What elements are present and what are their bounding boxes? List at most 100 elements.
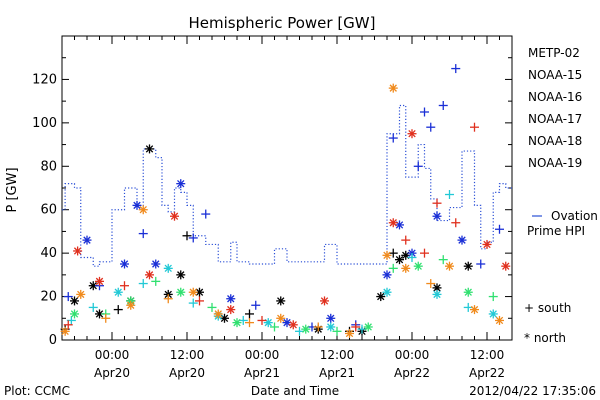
data-point: [163, 294, 173, 304]
data-point: [188, 287, 198, 297]
data-point: [101, 313, 111, 323]
data-point: [301, 324, 311, 334]
x-tick-time: 12:00: [170, 348, 205, 362]
legend-entry: METP-02: [528, 46, 580, 60]
data-point: [357, 324, 367, 334]
data-point: [238, 315, 248, 325]
data-point: [363, 322, 373, 332]
data-point: [432, 198, 442, 208]
data-point: [201, 209, 211, 219]
x-tick-time: 00:00: [395, 348, 430, 362]
data-point: [151, 259, 161, 269]
y-tick-label: 60: [40, 203, 57, 218]
data-point: [145, 144, 154, 154]
data-point: [145, 270, 154, 280]
marker-legend: + south * north: [524, 301, 571, 345]
data-point: [326, 322, 336, 332]
series-legend: METP-02 NOAA-15 NOAA-16 NOAA-17 NOAA-18 NOAA-…: [528, 46, 582, 170]
legend-entry: NOAA-17: [528, 112, 582, 126]
data-point: [245, 309, 254, 319]
y-tick-label: 100: [32, 116, 57, 131]
data-point: [276, 313, 286, 323]
marker-legend-entry: * north: [524, 331, 566, 345]
data-point: [120, 281, 129, 291]
data-points: [60, 64, 511, 338]
x-tick-day: Apr21: [244, 366, 280, 380]
data-point: [438, 255, 448, 265]
plot-frame: [61, 35, 513, 341]
data-point: [432, 289, 442, 299]
data-point: [401, 250, 411, 260]
reference-legend-label-1: Ovation: [551, 209, 598, 223]
data-point: [382, 270, 392, 280]
data-point: [320, 296, 329, 306]
data-point: [257, 315, 267, 325]
data-point: [332, 326, 342, 336]
data-point: [420, 107, 429, 117]
data-point: [463, 302, 473, 312]
chart-title: Hemispheric Power [GW]: [189, 14, 376, 32]
data-point: [432, 211, 442, 221]
data-point: [63, 320, 73, 330]
data-point: [120, 259, 129, 269]
data-point: [138, 205, 148, 215]
data-point: [188, 298, 198, 308]
data-point: [457, 235, 467, 245]
data-point: [88, 302, 98, 312]
data-point: [376, 292, 386, 302]
data-point: [463, 261, 473, 271]
data-point: [482, 239, 492, 249]
x-axis-label: Date and Time: [251, 384, 339, 398]
data-point: [401, 263, 411, 273]
footer-source: Plot: CCMC: [4, 384, 70, 398]
data-point: [395, 255, 404, 265]
data-point: [76, 289, 86, 299]
data-point: [276, 296, 286, 306]
data-point: [113, 287, 123, 297]
data-point: [295, 326, 304, 336]
data-point: [170, 211, 179, 221]
data-point: [420, 248, 429, 258]
data-point: [476, 259, 486, 269]
x-tick-day: Apr20: [169, 366, 205, 380]
data-point: [413, 161, 423, 171]
legend-entry: NOAA-16: [528, 90, 582, 104]
x-tick-day: Apr20: [94, 366, 130, 380]
data-point: [451, 218, 461, 228]
x-tick-time: 12:00: [320, 348, 355, 362]
x-tick-time: 12:00: [470, 348, 505, 362]
data-point: [176, 179, 186, 189]
data-point: [88, 281, 98, 291]
data-point: [445, 261, 454, 271]
data-point: [176, 270, 186, 280]
data-point: [288, 320, 298, 330]
data-point: [451, 64, 461, 74]
data-point: [126, 300, 136, 310]
data-point: [463, 287, 473, 297]
data-point: [388, 263, 398, 273]
data-point: [445, 190, 454, 200]
data-point: [138, 229, 148, 239]
reference-legend-label-2: Prime HPI: [527, 224, 585, 238]
x-tick-time: 00:00: [95, 348, 130, 362]
data-point: [263, 318, 273, 328]
data-point: [113, 305, 123, 315]
y-axis: 0 20 40 60 80 100 120: [32, 57, 512, 348]
data-point: [251, 300, 261, 310]
marker-legend-entry: + south: [524, 301, 571, 315]
y-tick-label: 0: [49, 333, 57, 348]
data-point: [488, 292, 498, 302]
data-point: [326, 313, 336, 323]
x-tick-day: Apr22: [394, 366, 430, 380]
data-point: [63, 292, 73, 302]
x-tick-day: Apr22: [469, 366, 505, 380]
x-tick-time: 00:00: [245, 348, 280, 362]
data-point: [176, 287, 186, 297]
x-axis: 00:00 Apr20 12:00 Apr20 00:00 Apr21 12:00 Apr21…: [74, 36, 505, 380]
data-point: [282, 318, 292, 328]
y-tick-label: 80: [40, 159, 57, 174]
data-point: [495, 315, 504, 325]
data-point: [313, 322, 323, 332]
data-point: [188, 233, 198, 243]
